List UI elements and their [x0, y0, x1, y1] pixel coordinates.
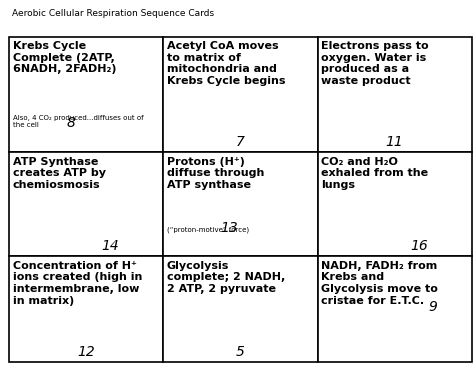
Text: 14: 14 — [102, 239, 119, 253]
Bar — [164, 257, 318, 362]
Text: Protons (H⁺)
diffuse through
ATP synthase: Protons (H⁺) diffuse through ATP synthas… — [167, 157, 264, 190]
Text: Krebs Cycle
Complete (2ATP,
6NADH, 2FADH₂): Krebs Cycle Complete (2ATP, 6NADH, 2FADH… — [13, 41, 116, 74]
Text: ATP Synthase
creates ATP by
chemiosmosis: ATP Synthase creates ATP by chemiosmosis — [13, 157, 106, 190]
Text: 8: 8 — [67, 116, 75, 130]
Text: Electrons pass to
oxygen. Water is
produced as a
waste product: Electrons pass to oxygen. Water is produ… — [321, 41, 428, 86]
Bar — [164, 152, 318, 257]
Bar — [318, 257, 472, 362]
Bar — [9, 152, 164, 257]
Bar — [9, 37, 164, 152]
Text: 13: 13 — [221, 220, 238, 235]
Bar — [318, 37, 472, 152]
Text: Glycolysis
complete; 2 NADH,
2 ATP, 2 pyruvate: Glycolysis complete; 2 NADH, 2 ATP, 2 py… — [167, 261, 285, 294]
Text: Aerobic Cellular Respiration Sequence Cards: Aerobic Cellular Respiration Sequence Ca… — [12, 9, 214, 18]
Text: 11: 11 — [386, 135, 403, 149]
Text: 9: 9 — [428, 300, 438, 314]
Text: CO₂ and H₂O
exhaled from the
lungs: CO₂ and H₂O exhaled from the lungs — [321, 157, 428, 190]
Text: Acetyl CoA moves
to matrix of
mitochondria and
Krebs Cycle begins: Acetyl CoA moves to matrix of mitochondr… — [167, 41, 285, 86]
Bar — [9, 257, 164, 362]
Text: NADH, FADH₂ from
Krebs and
Glycolysis move to
cristae for E.T.C.: NADH, FADH₂ from Krebs and Glycolysis mo… — [321, 261, 438, 306]
Text: 12: 12 — [78, 345, 95, 359]
Text: (“proton-motive” force): (“proton-motive” force) — [167, 226, 249, 233]
Text: 7: 7 — [236, 135, 245, 149]
Bar — [318, 152, 472, 257]
Text: 16: 16 — [410, 239, 428, 253]
Text: Also, 4 CO₂ produced...diffuses out of
the cell: Also, 4 CO₂ produced...diffuses out of t… — [13, 115, 144, 128]
Text: 5: 5 — [236, 345, 245, 359]
Text: Concentration of H⁺
ions created (high in
intermembrane, low
in matrix): Concentration of H⁺ ions created (high i… — [13, 261, 142, 306]
Bar — [164, 37, 318, 152]
